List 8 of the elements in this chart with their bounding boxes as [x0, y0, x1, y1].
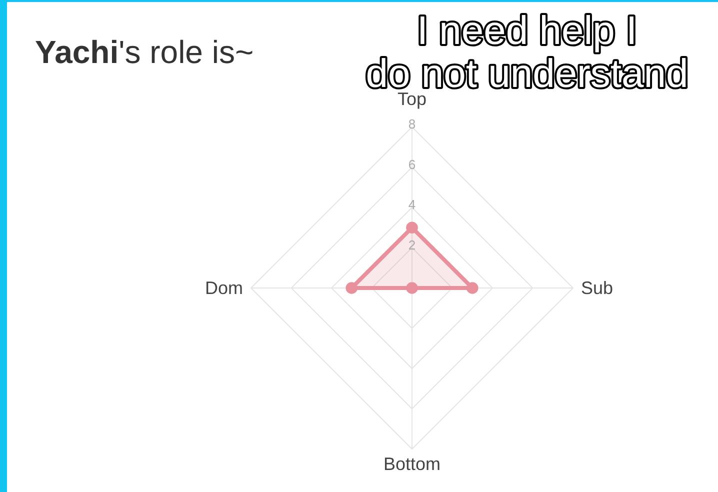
spoke-label: Dom: [204, 278, 243, 298]
y-tick-label: 2: [408, 237, 416, 252]
y-tick-label: 6: [408, 156, 416, 172]
chart-title: Yachi's role is~: [35, 34, 254, 70]
spoke-label: Sub: [581, 278, 614, 298]
y-tick-label: 4: [408, 197, 416, 212]
spoke-label: Bottom: [383, 454, 441, 474]
y-tick-label: 8: [408, 116, 416, 132]
